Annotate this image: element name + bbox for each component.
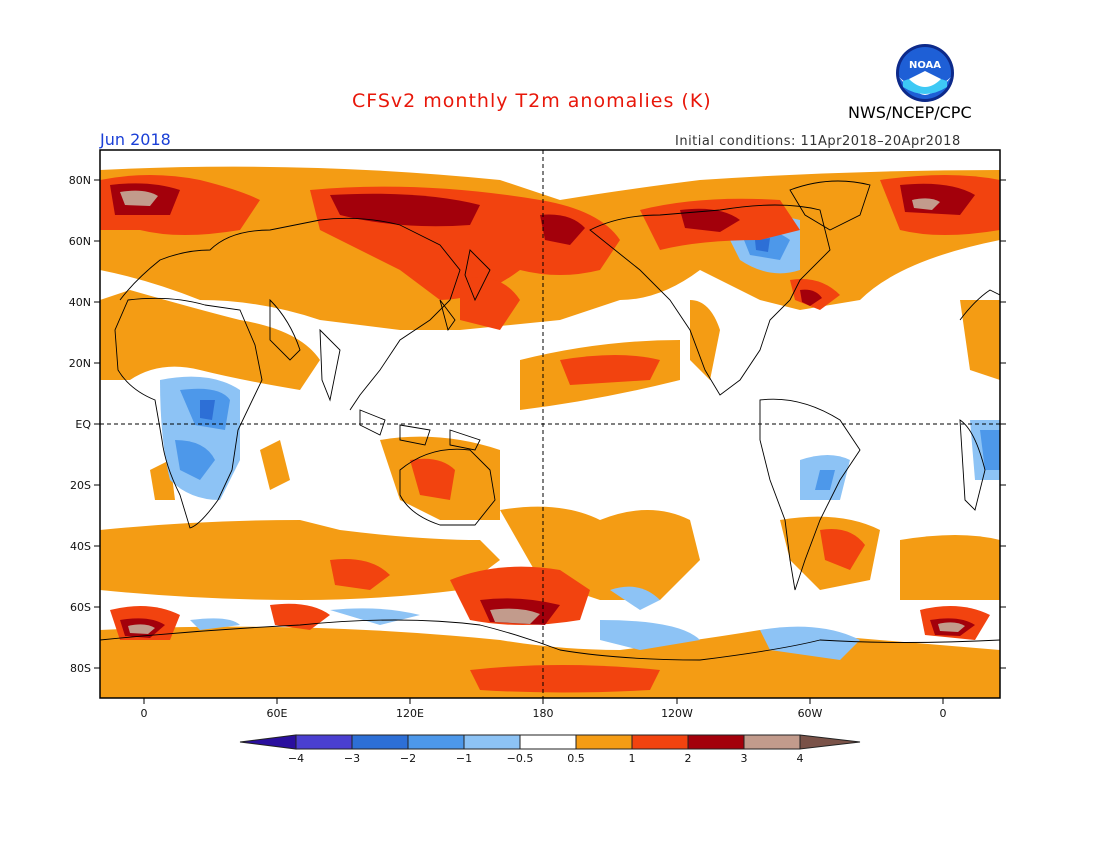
lat-label-40n: 40N	[69, 296, 91, 309]
colorbar	[239, 734, 861, 750]
lat-label-60s: 60S	[70, 601, 91, 614]
lon-label-60e: 60E	[267, 707, 288, 720]
colorbar-cell-2-1	[407, 734, 465, 750]
lon-axis: 0 60E 120E 180 120W 60W 0	[141, 698, 947, 720]
lon-label-0-right: 0	[940, 707, 947, 720]
colorbar-cell-3-2	[351, 734, 409, 750]
colorbar-label: 3	[741, 752, 748, 765]
anomaly-cool-3	[200, 238, 770, 420]
organization-label: NWS/NCEP/CPC	[848, 103, 972, 122]
colorbar-cell-3-4	[743, 734, 801, 750]
lon-label-120e: 120E	[396, 707, 424, 720]
colorbar-cell-neutral	[519, 734, 577, 750]
colorbar-label: −0.5	[507, 752, 534, 765]
colorbar-label: 2	[685, 752, 692, 765]
colorbar-cell-gt-4	[799, 734, 861, 750]
colorbar-cell-1-2	[631, 734, 689, 750]
forecast-month: Jun 2018	[100, 130, 171, 149]
colorbar-label: 4	[797, 752, 804, 765]
colorbar-label: 0.5	[567, 752, 585, 765]
lat-label-60n: 60N	[69, 235, 91, 248]
colorbar-label: −3	[344, 752, 360, 765]
colorbar-labels: −4 −3 −2 −1 −0.5 0.5 1 2 3 4	[288, 752, 804, 765]
lat-label-20s: 20S	[70, 479, 91, 492]
colorbar-label: 1	[629, 752, 636, 765]
anomaly-field	[100, 166, 1000, 698]
lat-label-20n: 20N	[69, 357, 91, 370]
colorbar-cell-4-3	[295, 734, 353, 750]
lon-label-60w: 60W	[798, 707, 823, 720]
colorbar-label: −2	[400, 752, 416, 765]
lon-label-180: 180	[533, 707, 554, 720]
anomaly-warm-4	[120, 190, 965, 634]
colorbar-label: −1	[456, 752, 472, 765]
noaa-logo: NOAA	[896, 44, 954, 102]
lat-label-40s: 40S	[70, 540, 91, 553]
chart-title: CFSv2 monthly T2m anomalies (K)	[352, 90, 712, 112]
lat-label-eq: EQ	[75, 418, 91, 431]
colorbar-label: −4	[288, 752, 304, 765]
lat-label-80s: 80S	[70, 662, 91, 675]
colorbar-cell-1-05	[463, 734, 521, 750]
initial-conditions: Initial conditions: 11Apr2018–20Apr2018	[675, 134, 961, 149]
lat-axis: 80N 60N 40N 20N EQ 20S 40S 60S 80S	[69, 174, 1006, 675]
colorbar-cell-05-1	[575, 734, 633, 750]
lat-label-80n: 80N	[69, 174, 91, 187]
svg-text:NOAA: NOAA	[909, 60, 941, 71]
lon-label-0-left: 0	[141, 707, 148, 720]
lon-label-120w: 120W	[661, 707, 693, 720]
colorbar-cell-lt-4	[239, 734, 297, 750]
colorbar-cell-2-3	[687, 734, 745, 750]
